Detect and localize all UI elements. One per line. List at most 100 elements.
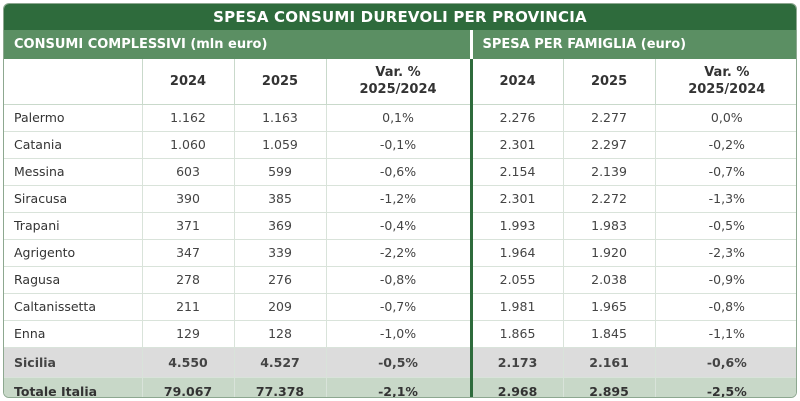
consumi-2024: 347 bbox=[142, 239, 235, 267]
province-name: Palermo bbox=[4, 104, 143, 132]
consumi-2024: 211 bbox=[142, 293, 235, 321]
table-title: SPESA CONSUMI DUREVOLI PER PROVINCIA bbox=[4, 4, 796, 30]
group-header-consumi: CONSUMI COMPLESSIVI (mln euro) bbox=[4, 30, 473, 59]
consumi-2024: 603 bbox=[142, 158, 235, 186]
consumi-2024: 4.550 bbox=[142, 347, 235, 378]
consumi-var: -0,7% bbox=[326, 293, 473, 321]
header-2024-famiglia: 2024 bbox=[471, 59, 564, 105]
consumi-2025: 128 bbox=[234, 320, 327, 348]
table-row: Caltanissetta 211 209 -0,7% 1.981 1.965 -0,8% bbox=[4, 293, 796, 321]
consumi-2025: 209 bbox=[234, 293, 327, 321]
famiglia-var: -0,5% bbox=[655, 212, 796, 240]
consumi-2024: 278 bbox=[142, 266, 235, 294]
famiglia-2025: 2.272 bbox=[563, 185, 656, 213]
table-row: Agrigento 347 339 -2,2% 1.964 1.920 -2,3% bbox=[4, 239, 796, 267]
header-var-line2: 2025/2024 bbox=[359, 82, 437, 98]
province-name: Totale Italia bbox=[4, 377, 143, 397]
table-row: Siracusa 390 385 -1,2% 2.301 2.272 -1,3% bbox=[4, 185, 796, 213]
famiglia-2024: 2.055 bbox=[471, 266, 564, 294]
data-table: CONSUMI COMPLESSIVI (mln euro) SPESA PER… bbox=[4, 30, 796, 397]
famiglia-var: -0,7% bbox=[655, 158, 796, 186]
consumi-var: -1,2% bbox=[326, 185, 473, 213]
consumi-2025: 599 bbox=[234, 158, 327, 186]
consumi-var: -0,8% bbox=[326, 266, 473, 294]
province-name: Sicilia bbox=[4, 347, 143, 378]
table-row: Totale Italia 79.067 77.378 -2,1% 2.968 2.895… bbox=[4, 377, 796, 397]
famiglia-var: -1,3% bbox=[655, 185, 796, 213]
consumi-var: -0,5% bbox=[326, 347, 473, 378]
famiglia-2025: 1.965 bbox=[563, 293, 656, 321]
province-name: Catania bbox=[4, 131, 143, 159]
consumi-2025: 369 bbox=[234, 212, 327, 240]
table-row: Trapani 371 369 -0,4% 1.993 1.983 -0,5% bbox=[4, 212, 796, 240]
famiglia-var: -0,6% bbox=[655, 347, 796, 378]
consumi-2024: 79.067 bbox=[142, 377, 235, 397]
header-var-line1: Var. % bbox=[704, 65, 750, 81]
province-name: Trapani bbox=[4, 212, 143, 240]
table-container: SPESA CONSUMI DUREVOLI PER PROVINCIA CON… bbox=[3, 3, 797, 398]
famiglia-var: -0,2% bbox=[655, 131, 796, 159]
consumi-2024: 1.060 bbox=[142, 131, 235, 159]
consumi-2024: 129 bbox=[142, 320, 235, 348]
consumi-2025: 77.378 bbox=[234, 377, 327, 397]
consumi-var: -2,1% bbox=[326, 377, 473, 397]
famiglia-2024: 1.865 bbox=[471, 320, 564, 348]
header-var-line1: Var. % bbox=[375, 65, 421, 81]
consumi-2025: 276 bbox=[234, 266, 327, 294]
consumi-2024: 371 bbox=[142, 212, 235, 240]
table-row: Enna 129 128 -1,0% 1.865 1.845 -1,1% bbox=[4, 320, 796, 348]
famiglia-2024: 2.154 bbox=[471, 158, 564, 186]
header-2025-famiglia: 2025 bbox=[563, 59, 656, 105]
famiglia-2024: 1.981 bbox=[471, 293, 564, 321]
famiglia-2025: 2.277 bbox=[563, 104, 656, 132]
consumi-2025: 1.059 bbox=[234, 131, 327, 159]
famiglia-var: -0,9% bbox=[655, 266, 796, 294]
famiglia-2025: 2.161 bbox=[563, 347, 656, 378]
group-header-famiglia: SPESA PER FAMIGLIA (euro) bbox=[471, 30, 796, 59]
table-row: Ragusa 278 276 -0,8% 2.055 2.038 -0,9% bbox=[4, 266, 796, 294]
consumi-2025: 385 bbox=[234, 185, 327, 213]
famiglia-var: -2,3% bbox=[655, 239, 796, 267]
table-row: Palermo 1.162 1.163 0,1% 2.276 2.277 0,0% bbox=[4, 104, 796, 132]
famiglia-2024: 2.968 bbox=[471, 377, 564, 397]
famiglia-2024: 2.173 bbox=[471, 347, 564, 378]
province-name: Messina bbox=[4, 158, 143, 186]
consumi-var: -2,2% bbox=[326, 239, 473, 267]
famiglia-2025: 1.920 bbox=[563, 239, 656, 267]
header-2025-consumi: 2025 bbox=[234, 59, 327, 105]
consumi-2025: 339 bbox=[234, 239, 327, 267]
consumi-2024: 1.162 bbox=[142, 104, 235, 132]
famiglia-2025: 1.845 bbox=[563, 320, 656, 348]
famiglia-var: -1,1% bbox=[655, 320, 796, 348]
province-name: Ragusa bbox=[4, 266, 143, 294]
famiglia-var: -0,8% bbox=[655, 293, 796, 321]
header-empty bbox=[4, 59, 143, 105]
famiglia-var: 0,0% bbox=[655, 104, 796, 132]
famiglia-2025: 2.038 bbox=[563, 266, 656, 294]
famiglia-2024: 1.993 bbox=[471, 212, 564, 240]
province-name: Enna bbox=[4, 320, 143, 348]
province-name: Agrigento bbox=[4, 239, 143, 267]
table-row: Messina 603 599 -0,6% 2.154 2.139 -0,7% bbox=[4, 158, 796, 186]
header-2024-consumi: 2024 bbox=[142, 59, 235, 105]
province-name: Caltanissetta bbox=[4, 293, 143, 321]
famiglia-2024: 2.301 bbox=[471, 185, 564, 213]
famiglia-2024: 1.964 bbox=[471, 239, 564, 267]
header-var-line2: 2025/2024 bbox=[688, 82, 766, 98]
table-row: Catania 1.060 1.059 -0,1% 2.301 2.297 -0,2% bbox=[4, 131, 796, 159]
consumi-2025: 1.163 bbox=[234, 104, 327, 132]
famiglia-2024: 2.301 bbox=[471, 131, 564, 159]
consumi-var: -0,6% bbox=[326, 158, 473, 186]
header-var-famiglia: Var. % 2025/2024 bbox=[655, 59, 796, 105]
province-name: Siracusa bbox=[4, 185, 143, 213]
consumi-2024: 390 bbox=[142, 185, 235, 213]
famiglia-var: -2,5% bbox=[655, 377, 796, 397]
famiglia-2024: 2.276 bbox=[471, 104, 564, 132]
table-row: Sicilia 4.550 4.527 -0,5% 2.173 2.161 -0,6% bbox=[4, 347, 796, 378]
header-var-consumi: Var. % 2025/2024 bbox=[326, 59, 473, 105]
consumi-var: -0,1% bbox=[326, 131, 473, 159]
famiglia-2025: 2.139 bbox=[563, 158, 656, 186]
famiglia-2025: 2.297 bbox=[563, 131, 656, 159]
consumi-var: -1,0% bbox=[326, 320, 473, 348]
consumi-2025: 4.527 bbox=[234, 347, 327, 378]
